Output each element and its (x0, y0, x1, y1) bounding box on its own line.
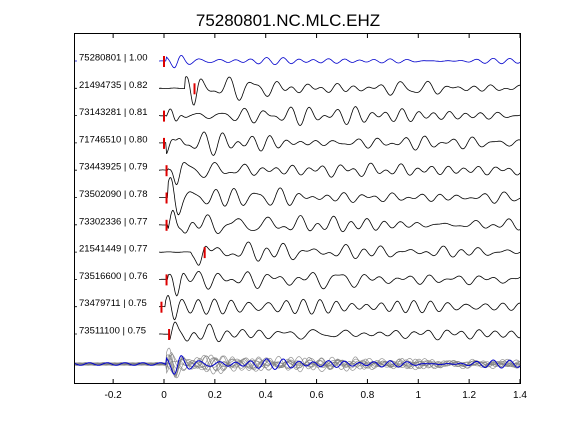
trace-label-bg (77, 133, 159, 146)
trace-label: 73143281 | 0.81 (79, 107, 148, 118)
trace-label: 75280801 | 1.00 (79, 53, 148, 64)
trace-label-bg (77, 297, 159, 310)
trace-label: 21541449 | 0.77 (79, 244, 148, 255)
x-tick-label: 1 (416, 390, 422, 401)
trace-label: 73479711 | 0.75 (79, 298, 147, 309)
trace-label-bg (77, 161, 159, 174)
x-tick-label: 1.2 (462, 390, 476, 401)
x-tick-label: 0 (161, 390, 167, 401)
trace-label-bg (77, 106, 159, 119)
x-tick-label: 0.6 (310, 390, 324, 401)
trace-label: 73443925 | 0.79 (79, 162, 148, 173)
x-tick-label: 0.8 (360, 390, 374, 401)
x-tick-label: 0.2 (208, 390, 222, 401)
trace-label-bg (77, 79, 159, 92)
trace-label: 73502090 | 0.78 (79, 189, 148, 200)
trace-label: 73516600 | 0.76 (79, 271, 148, 282)
trace-label-bg (77, 270, 159, 283)
trace-label-bg (77, 52, 159, 64)
x-tick-label: 0.4 (259, 390, 273, 401)
trace-label: 73511100 | 0.75 (79, 326, 146, 337)
trace-label-bg (77, 325, 159, 337)
chart-title: 75280801.NC.MLC.EHZ (196, 11, 380, 30)
trace-label: 21494735 | 0.82 (79, 80, 148, 91)
trace-label-bg (77, 188, 159, 201)
x-tick-label: -0.2 (105, 390, 123, 401)
plot-frame (74, 33, 521, 384)
trace-label: 73302336 | 0.77 (79, 216, 148, 227)
traces-group: 75280801 | 1.00 21494735 | 0.82 73143281 |… (75, 52, 521, 343)
trace-label-bg (77, 215, 159, 228)
trace-label-bg (77, 243, 159, 256)
x-tick-label: 1.4 (513, 390, 527, 401)
x-axis: -0.2 0 0.2 0.4 0.6 0.8 1 1.2 1.4 (105, 34, 527, 401)
trace-label: 71746510 | 0.80 (79, 134, 148, 145)
stack-reference-trace (74, 355, 521, 375)
stacked-waveforms (74, 347, 521, 379)
stack-trace (74, 355, 521, 376)
